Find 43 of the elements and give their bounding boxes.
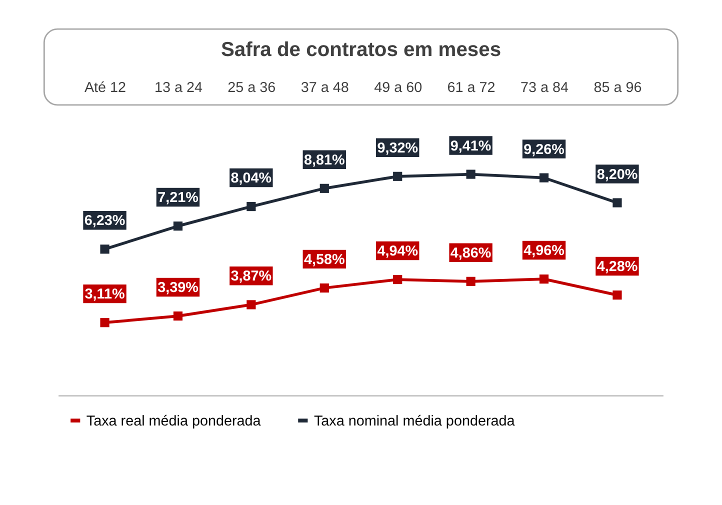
point: [173, 222, 183, 231]
x-tick-label: 85 a 96: [594, 80, 642, 96]
point: [539, 274, 549, 284]
point: [246, 202, 256, 212]
point: [100, 244, 110, 254]
x-tick-label: 25 a 36: [228, 80, 276, 96]
x-tick-label: 61 a 72: [447, 80, 496, 96]
data-label: 9,41%: [450, 138, 492, 154]
x-tick-label: 73 a 84: [520, 80, 569, 96]
point: [466, 276, 476, 286]
data-label: 4,86%: [450, 245, 492, 262]
x-tick-label: 49 a 60: [374, 80, 422, 96]
legend-label: Taxa real média ponderada: [86, 413, 261, 430]
data-label: 3,11%: [84, 286, 125, 303]
data-label: 8,20%: [596, 166, 638, 183]
data-label: 4,58%: [304, 252, 345, 268]
legend-label: Taxa nominal média ponderada: [314, 413, 515, 430]
data-label: 8,81%: [304, 152, 345, 168]
point: [466, 170, 476, 179]
point: [100, 318, 110, 328]
point: [173, 311, 183, 321]
point: [320, 184, 329, 193]
data-label: 4,94%: [377, 244, 418, 260]
point: [612, 290, 622, 300]
data-label: 8,04%: [230, 170, 272, 187]
data-label: 9,32%: [377, 140, 418, 156]
x-tick-label: 13 a 24: [154, 80, 202, 96]
data-label: 4,96%: [524, 243, 565, 260]
data-label: 3,87%: [230, 268, 272, 285]
data-label: 3,39%: [158, 280, 199, 296]
point: [320, 283, 329, 293]
point: [246, 300, 256, 310]
point: [393, 172, 402, 181]
chart-title: Safra de contratos em meses: [220, 38, 502, 61]
data-label: 6,23%: [84, 213, 126, 230]
point: [393, 274, 402, 284]
x-tick-label: Até 12: [84, 80, 126, 96]
data-label: 9,26%: [524, 142, 565, 158]
point: [612, 198, 622, 208]
data-label: 4,28%: [596, 259, 638, 276]
data-label: 7,21%: [158, 190, 199, 206]
point: [539, 173, 549, 182]
x-tick-label: 37 a 48: [300, 80, 349, 96]
